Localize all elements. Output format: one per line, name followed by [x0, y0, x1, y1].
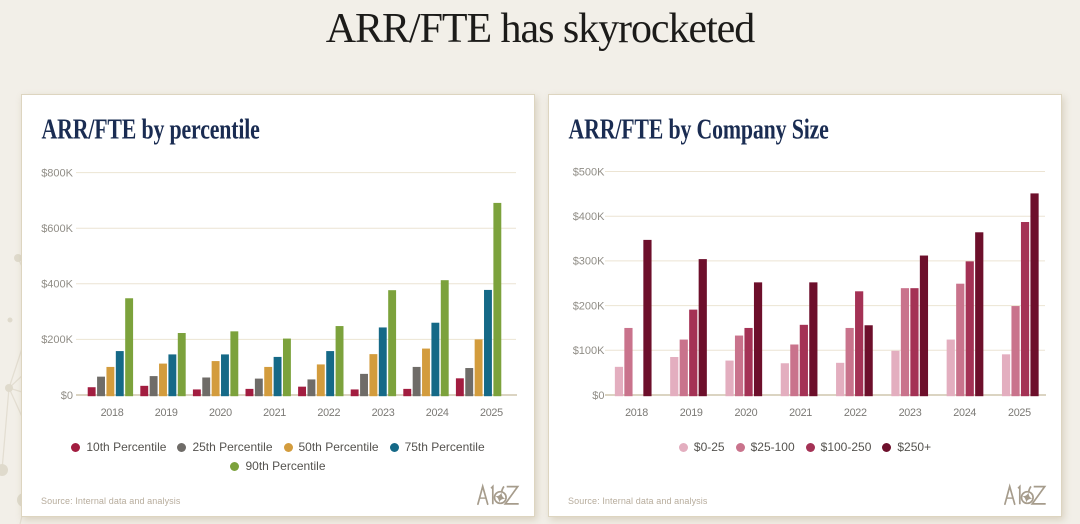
svg-text:2020: 2020: [734, 407, 757, 419]
svg-text:2019: 2019: [155, 407, 178, 419]
svg-text:ARR/FTE by percentile: ARR/FTE by percentile: [42, 115, 260, 145]
svg-text:2025: 2025: [480, 407, 503, 419]
svg-text:2025: 2025: [1008, 407, 1031, 419]
svg-text:2024: 2024: [426, 407, 449, 419]
svg-text:$200K: $200K: [41, 334, 73, 346]
svg-text:ARR/FTE by Company Size: ARR/FTE by Company Size: [569, 115, 829, 145]
svg-text:$300K: $300K: [573, 256, 605, 268]
svg-text:2021: 2021: [263, 407, 286, 419]
svg-text:2023: 2023: [372, 407, 395, 419]
svg-text:2018: 2018: [101, 407, 124, 419]
svg-text:$200K: $200K: [573, 300, 605, 312]
svg-text:$100K: $100K: [573, 345, 605, 357]
svg-text:$400K: $400K: [41, 279, 73, 291]
svg-text:2022: 2022: [317, 407, 340, 419]
svg-text:2021: 2021: [789, 407, 812, 419]
svg-text:$800K: $800K: [41, 167, 73, 179]
svg-text:$0: $0: [61, 390, 73, 402]
svg-text:$500K: $500K: [573, 166, 605, 178]
svg-text:$400K: $400K: [573, 211, 605, 223]
svg-text:2018: 2018: [625, 407, 648, 419]
svg-text:Source: Internal data and anal: Source: Internal data and analysis: [41, 496, 181, 506]
svg-text:Source: Internal data and anal: Source: Internal data and analysis: [568, 496, 708, 506]
svg-text:2023: 2023: [899, 407, 922, 419]
svg-text:$600K: $600K: [41, 223, 73, 235]
svg-text:$0: $0: [592, 390, 604, 402]
svg-text:2020: 2020: [209, 407, 232, 419]
svg-text:2024: 2024: [953, 407, 976, 419]
svg-text:2022: 2022: [844, 407, 867, 419]
svg-text:2019: 2019: [680, 407, 703, 419]
